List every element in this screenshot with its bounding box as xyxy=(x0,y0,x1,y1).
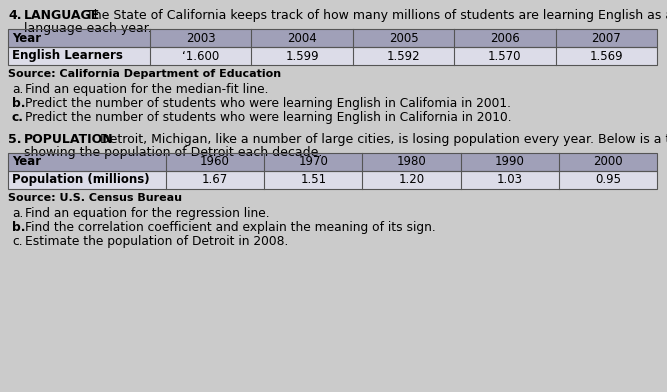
FancyBboxPatch shape xyxy=(8,47,657,65)
FancyBboxPatch shape xyxy=(8,29,657,47)
Text: Estimate the population of Detroit in 2008.: Estimate the population of Detroit in 20… xyxy=(25,235,288,248)
Text: 1.569: 1.569 xyxy=(590,49,623,62)
Text: 1970: 1970 xyxy=(298,156,328,169)
Text: Find the correlation coefficient and explain the meaning of its sign.: Find the correlation coefficient and exp… xyxy=(25,221,436,234)
Text: b.: b. xyxy=(12,221,25,234)
Text: 1.67: 1.67 xyxy=(202,174,228,187)
Text: 1960: 1960 xyxy=(200,156,230,169)
Text: c.: c. xyxy=(12,235,23,248)
Text: 2007: 2007 xyxy=(592,31,621,45)
Bar xyxy=(8,171,657,189)
FancyBboxPatch shape xyxy=(8,153,657,171)
Bar xyxy=(8,47,657,65)
Text: 1.03: 1.03 xyxy=(497,174,523,187)
Bar xyxy=(8,153,657,171)
Text: Find an equation for the median-fit line.: Find an equation for the median-fit line… xyxy=(25,83,269,96)
Text: Detroit, Michigan, like a number of large cities, is losing population every yea: Detroit, Michigan, like a number of larg… xyxy=(100,133,667,146)
Text: 1.592: 1.592 xyxy=(387,49,420,62)
Text: English Learners: English Learners xyxy=(12,49,123,62)
Text: 1.20: 1.20 xyxy=(398,174,425,187)
Text: c.: c. xyxy=(12,111,24,124)
Text: 2000: 2000 xyxy=(593,156,623,169)
Text: 1.599: 1.599 xyxy=(285,49,319,62)
Text: 2005: 2005 xyxy=(389,31,418,45)
Text: b.: b. xyxy=(12,97,25,110)
Text: 2006: 2006 xyxy=(490,31,520,45)
Text: 1990: 1990 xyxy=(495,156,525,169)
Text: 1.570: 1.570 xyxy=(488,49,522,62)
Text: Year: Year xyxy=(12,31,41,45)
Text: ʻ1.600: ʻ1.600 xyxy=(182,49,219,62)
Text: a.: a. xyxy=(12,207,23,220)
Text: Year: Year xyxy=(12,156,41,169)
Text: a.: a. xyxy=(12,83,23,96)
Text: 4.: 4. xyxy=(8,9,21,22)
Bar xyxy=(8,29,657,47)
FancyBboxPatch shape xyxy=(8,171,657,189)
Text: Find an equation for the regression line.: Find an equation for the regression line… xyxy=(25,207,269,220)
Text: Population (millions): Population (millions) xyxy=(12,174,149,187)
Text: Source: California Department of Education: Source: California Department of Educati… xyxy=(8,69,281,79)
Text: language each year.: language each year. xyxy=(24,22,152,35)
Text: Source: U.S. Census Bureau: Source: U.S. Census Bureau xyxy=(8,193,182,203)
Text: Predict the number of students who were learning English in California in 2010.: Predict the number of students who were … xyxy=(25,111,512,124)
Text: 2004: 2004 xyxy=(287,31,317,45)
Text: 2003: 2003 xyxy=(186,31,215,45)
Text: 1.51: 1.51 xyxy=(300,174,326,187)
Text: showing the population of Detroit each decade.: showing the population of Detroit each d… xyxy=(24,146,322,159)
Text: POPULATION: POPULATION xyxy=(24,133,113,146)
Text: 0.95: 0.95 xyxy=(595,174,621,187)
Text: The State of California keeps track of how many millions of students are learnin: The State of California keeps track of h… xyxy=(86,9,667,22)
Text: Predict the number of students who were learning English in Califomia in 2001.: Predict the number of students who were … xyxy=(25,97,511,110)
Text: 1980: 1980 xyxy=(397,156,426,169)
Text: LANGUAGE: LANGUAGE xyxy=(24,9,100,22)
Text: 5.: 5. xyxy=(8,133,21,146)
